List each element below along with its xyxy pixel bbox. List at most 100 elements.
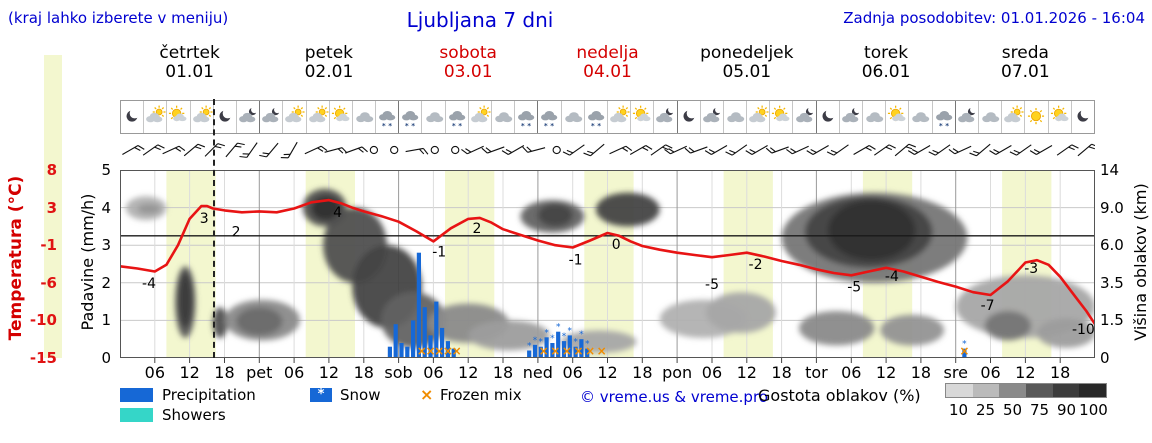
wind-barb-icon: [1009, 144, 1032, 156]
sun-cloud-icon: [1049, 101, 1072, 133]
left-accent-strip: [44, 55, 62, 358]
time-tick-label: 06: [980, 363, 1001, 382]
temperature-label: -5: [705, 277, 719, 293]
day-header: četrtek 01.01: [159, 44, 219, 82]
day-date: 04.01: [583, 62, 632, 82]
precip-bar: [567, 335, 572, 358]
time-tick-label: 12: [1015, 363, 1036, 382]
cloud-blob: [212, 307, 228, 338]
time-tick-label: 06: [283, 363, 305, 382]
day-date: 02.01: [304, 62, 354, 82]
precip-bar: [405, 346, 410, 358]
snow-mark-icon: *: [568, 326, 573, 336]
svg-text:* *: * *: [382, 121, 392, 130]
cloud-density-tick-label: 100: [1079, 401, 1108, 419]
wind-barb-icon: [609, 145, 633, 155]
wind-barb-icon: [725, 144, 748, 156]
frozen-mix-icon: ×: [562, 344, 572, 358]
day-header: petek 02.01: [305, 44, 354, 82]
day-header: sreda 07.01: [1001, 44, 1050, 82]
temperature-label: 3: [200, 211, 209, 227]
snow-mark-icon: *: [544, 328, 549, 338]
wind-barb-icon: [162, 145, 186, 155]
precip-bar: [393, 324, 398, 358]
snow-legend-label: Snow: [340, 386, 381, 404]
precip-bar: [440, 327, 445, 358]
time-tick-label: 06: [144, 363, 165, 382]
cloud-density-tick-label: 50: [1002, 401, 1023, 419]
cloud-blob: [537, 203, 573, 227]
cloud-snow-icon: * *: [399, 101, 423, 133]
cloud-density-tick-label: 90: [1056, 401, 1077, 419]
frozen-mix-icon: ×: [539, 344, 549, 358]
wind-barb-icon: [405, 147, 429, 155]
cloud-icon: [562, 101, 585, 133]
calm-wind-icon: [451, 145, 460, 155]
temperature-label: -10: [1072, 322, 1095, 338]
precip-bar: [428, 335, 433, 358]
wind-barb-icon: [501, 145, 525, 155]
wind-barb-icon: [989, 145, 1012, 155]
day-header: sobota 03.01: [439, 44, 497, 82]
tick-label: 6.0: [1100, 236, 1124, 255]
cloud-density-cell: [1026, 384, 1053, 397]
wind-barb-icon: [204, 143, 225, 157]
precip-bar: [527, 350, 532, 358]
wind-barb-icon: [583, 143, 605, 157]
cloud-blob: [828, 200, 916, 261]
day-abbrev-label: tor: [805, 363, 828, 382]
cloud-moon-icon: [237, 101, 261, 133]
temperature-label: -1: [432, 245, 446, 261]
precip-bar: [411, 320, 416, 358]
precip-bar: [556, 331, 561, 358]
frozen-mix-icon: ×: [443, 344, 453, 358]
time-tick-label: 18: [492, 363, 514, 382]
cloud-density-cell: [946, 384, 973, 397]
wind-barb-icon: [853, 145, 876, 155]
precip-bar: [544, 337, 549, 358]
wind-barb-icon: [826, 144, 849, 156]
cloud-density-label: Gostota oblakov (%): [758, 386, 921, 405]
day-header: ponedeljek 05.01: [700, 44, 793, 82]
svg-text:* *: * *: [452, 121, 462, 130]
snow-mark-icon: *: [539, 338, 544, 348]
tick-label: 1: [101, 311, 111, 330]
day-abbrev-label: sre: [943, 363, 968, 382]
cloud-snow-icon: * *: [538, 101, 562, 133]
day-date: 03.01: [443, 62, 493, 82]
moon-icon: [214, 101, 237, 133]
cloud-blob: [595, 192, 660, 227]
time-tick-label: 12: [875, 363, 897, 382]
cloud-icon: [492, 101, 516, 133]
cloud-density-cell: [1052, 384, 1080, 397]
time-tick-label: 06: [841, 363, 862, 382]
svg-text:* *: * *: [939, 121, 949, 130]
tick-label: 2: [101, 273, 111, 292]
wind-barb-icon: [894, 143, 916, 157]
sun-cloud-icon: [167, 101, 191, 133]
frozen-mix-icon: ×: [425, 344, 435, 358]
frozen-mix-icon: ×: [417, 344, 427, 358]
day-date: 07.01: [1001, 62, 1050, 82]
cloud-moon-icon: [701, 101, 724, 133]
day-name: torek: [864, 43, 909, 63]
wind-barb-icon: [344, 146, 368, 154]
wind-barb-icon: [928, 144, 951, 156]
cloud-density-cell: [999, 384, 1027, 397]
cloud-blob: [236, 307, 283, 336]
wind-barb-icon: [1056, 144, 1079, 156]
temperature-label: -7: [981, 298, 995, 314]
precip-bar: [399, 343, 404, 358]
cloud-height-axis-label: Višina oblakov (km): [1131, 183, 1150, 341]
cloud-icon: [422, 101, 446, 133]
cloud-blob: [880, 314, 945, 346]
copyright-link[interactable]: © vreme.us & vreme.pro: [580, 388, 768, 406]
snow-mark-icon: *: [556, 323, 561, 333]
wind-barb-icon: [304, 145, 328, 155]
tick-label: -6: [40, 273, 57, 292]
cloud-blob: [984, 311, 1032, 341]
tick-label: 3.5: [1100, 273, 1124, 292]
wind-barb-icon: [806, 145, 829, 155]
calm-wind-icon: [390, 145, 399, 155]
day-abbrev-label: ned: [522, 363, 553, 382]
